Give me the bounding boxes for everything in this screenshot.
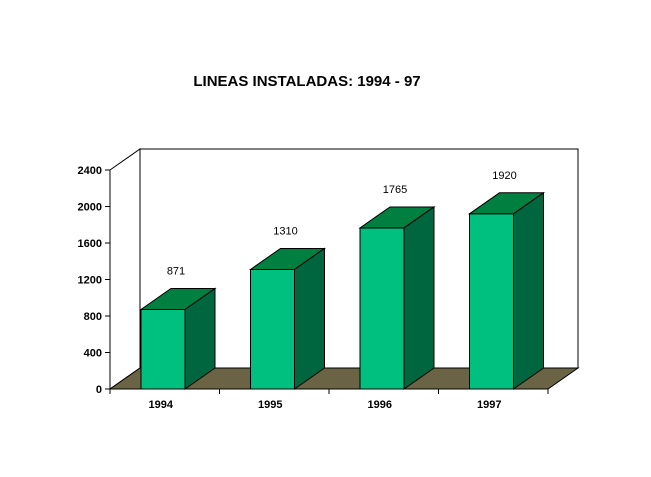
bar-1995 (248, 247, 327, 390)
y-tick-label: 1600 (78, 238, 102, 250)
bar-front (469, 213, 514, 390)
chart-title: LINEAS INSTALADAS: 1994 - 97 (193, 73, 420, 90)
bar-side (184, 287, 216, 390)
side-wall (109, 148, 141, 390)
y-tick-label: 0 (96, 384, 102, 396)
bar-side (403, 205, 435, 390)
data-label: 1765 (383, 184, 407, 196)
bars (139, 191, 546, 390)
bar-1997 (467, 191, 546, 390)
bar-1996 (358, 205, 436, 390)
x-tick-label: 1996 (368, 399, 392, 411)
bar-front (250, 268, 295, 390)
bar-front (140, 309, 186, 390)
y-tick-label: 2000 (78, 202, 102, 214)
x-ticks: 1994 1995 1996 1997 (109, 389, 549, 411)
y-tick-label: 400 (84, 348, 102, 360)
data-label: 1920 (492, 170, 516, 182)
y-tick-label: 800 (84, 311, 102, 323)
x-tick-label: 1995 (258, 399, 282, 411)
bar-front (359, 227, 405, 390)
data-label: 1310 (273, 225, 297, 237)
bar-side (294, 247, 325, 390)
x-tick-label: 1997 (477, 399, 501, 411)
bar-1994 (139, 287, 217, 390)
y-ticks: 0 400 800 1200 1600 2000 2400 (78, 165, 110, 396)
data-label: 871 (167, 266, 185, 278)
data-labels: 871 1310 1765 1920 (167, 170, 517, 278)
y-tick-label: 1200 (78, 275, 102, 287)
bar-side (513, 191, 544, 390)
y-tick-label: 2400 (78, 165, 102, 177)
x-tick-label: 1994 (149, 399, 174, 411)
